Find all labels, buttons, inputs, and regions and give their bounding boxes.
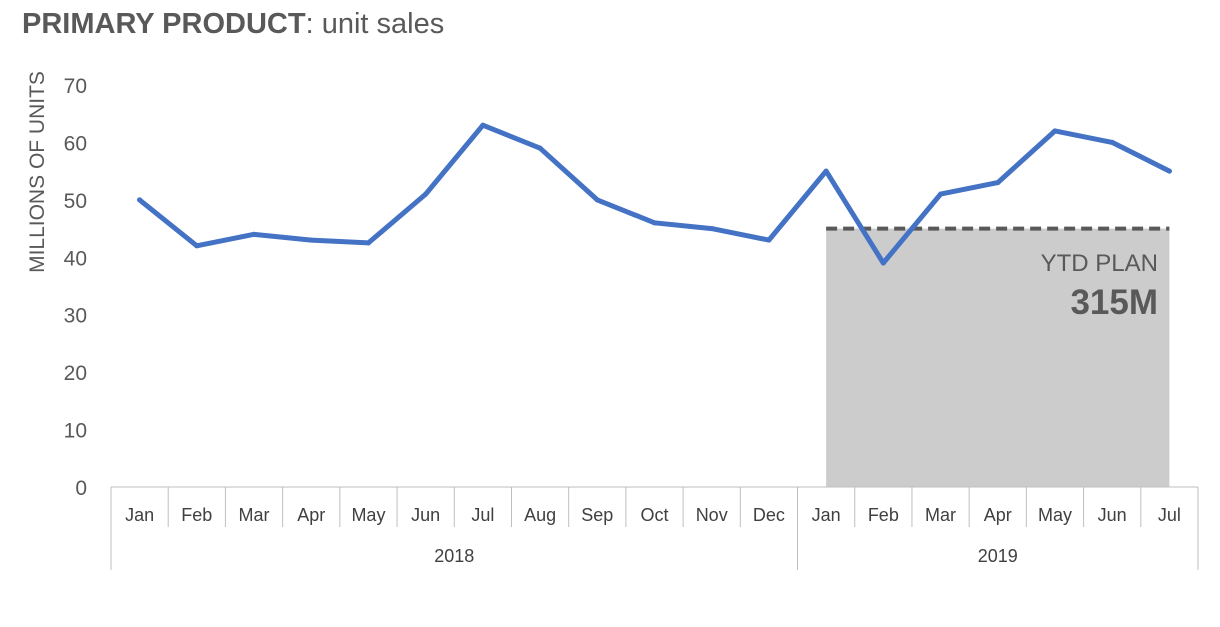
year-label: 2018 xyxy=(434,546,474,566)
data-point xyxy=(137,197,143,203)
x-tick-label: Aug xyxy=(524,505,556,525)
year-label: 2019 xyxy=(978,546,1018,566)
data-point xyxy=(880,260,886,266)
series-layer xyxy=(137,122,1172,266)
x-tick-label: Jul xyxy=(1158,505,1181,525)
data-point xyxy=(251,231,257,237)
x-tick-label: Mar xyxy=(239,505,270,525)
plan-layer xyxy=(826,226,1170,488)
x-tick-label: Nov xyxy=(696,505,728,525)
data-point xyxy=(823,168,829,174)
data-point xyxy=(1166,168,1172,174)
x-tick-label: Feb xyxy=(181,505,212,525)
x-tick-label: Apr xyxy=(297,505,325,525)
axis-layer: 0 10 20 30 40 50 60 70 Jan Feb Mar Apr May Jun Jul Aug S… xyxy=(64,75,1199,570)
chart-title-bold: PRIMARY PRODUCT xyxy=(22,8,306,40)
x-tick-label: Oct xyxy=(640,505,668,525)
x-tick-label: Jul xyxy=(471,505,494,525)
data-point xyxy=(423,191,429,197)
y-tick-label: 10 xyxy=(64,420,87,443)
x-tick-label: May xyxy=(351,505,385,525)
data-point xyxy=(537,145,543,151)
data-point xyxy=(1052,128,1058,134)
x-tick-label: Mar xyxy=(925,505,956,525)
x-tick-label: Sep xyxy=(581,505,613,525)
x-tick-label: Jun xyxy=(1098,505,1127,525)
x-tick-label: Apr xyxy=(984,505,1012,525)
y-tick-label: 0 xyxy=(75,477,87,500)
x-tick-label: May xyxy=(1038,505,1072,525)
data-point xyxy=(480,122,486,128)
y-tick-label: 60 xyxy=(64,132,87,155)
x-tick-label: Jan xyxy=(125,505,154,525)
y-axis-label: MILLIONS OF UNITS xyxy=(26,71,49,273)
data-point xyxy=(1109,139,1115,145)
x-tick-label: Feb xyxy=(868,505,899,525)
y-tick-label: 40 xyxy=(64,247,87,270)
y-tick-label: 70 xyxy=(64,75,87,98)
chart-title: PRIMARY PRODUCT: unit sales xyxy=(22,8,444,41)
x-tick-label: Jun xyxy=(411,505,440,525)
data-point xyxy=(652,220,657,226)
y-tick-label: 20 xyxy=(64,362,87,385)
data-point xyxy=(709,226,715,232)
x-tick-label: Jan xyxy=(812,505,841,525)
y-tick-label: 30 xyxy=(64,305,87,328)
y-tick-label: 50 xyxy=(64,190,87,213)
data-point xyxy=(308,237,314,243)
ytd-plan-value: 315M xyxy=(1070,283,1158,322)
data-point xyxy=(594,197,600,203)
ytd-plan-label: YTD PLAN xyxy=(1041,250,1158,277)
data-point xyxy=(194,243,200,249)
ytd-plan-area xyxy=(826,228,1170,488)
data-point xyxy=(938,191,944,197)
data-point xyxy=(995,180,1001,186)
data-point xyxy=(365,240,371,246)
x-tick-label: Dec xyxy=(753,505,785,525)
data-point xyxy=(766,237,772,243)
chart-title-rest: : unit sales xyxy=(305,8,445,40)
